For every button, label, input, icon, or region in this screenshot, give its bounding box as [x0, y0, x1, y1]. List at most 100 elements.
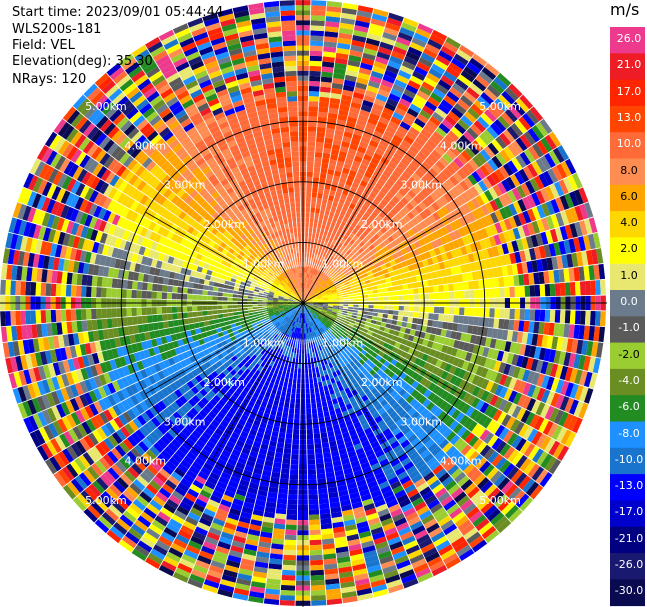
ppi-gate-cell	[361, 243, 369, 251]
ppi-gate-cell	[453, 229, 462, 240]
ppi-gate-cell	[180, 459, 192, 470]
ppi-gate-cell	[435, 539, 451, 552]
ppi-gate-cell	[142, 422, 154, 435]
ppi-gate-cell	[487, 105, 501, 119]
ppi-gate-cell	[407, 516, 422, 527]
ppi-gate-cell	[148, 523, 164, 536]
ppi-gate-cell	[334, 266, 340, 272]
ppi-gate-cell	[403, 135, 415, 145]
ppi-gate-cell	[341, 591, 358, 599]
ppi-gate-cell	[514, 472, 528, 487]
ppi-gate-cell	[519, 440, 532, 455]
ppi-gate-cell	[347, 487, 359, 495]
ppi-gate-cell	[246, 533, 260, 542]
ppi-gate-cell	[377, 288, 384, 294]
ppi-gate-cell	[540, 389, 551, 404]
ppi-gate-cell	[431, 177, 442, 189]
ppi-gate-cell	[411, 455, 423, 466]
ppi-gate-cell	[311, 408, 318, 414]
ppi-gate-cell	[489, 199, 499, 212]
ppi-gate-cell	[304, 323, 307, 329]
ppi-gate-cell	[306, 151, 315, 157]
ppi-gate-cell	[304, 307, 308, 313]
ppi-gate-cell	[312, 222, 318, 229]
ppi-gate-cell	[250, 319, 257, 325]
ppi-gate-cell	[579, 203, 589, 220]
ppi-gate-cell	[127, 527, 143, 541]
ppi-gate-cell	[518, 475, 532, 490]
ppi-gate-cell	[312, 227, 317, 234]
ppi-gate-cell	[303, 328, 306, 334]
ppi-gate-cell	[198, 435, 209, 445]
ppi-gate-cell	[454, 515, 469, 528]
ppi-gate-cell	[254, 561, 269, 569]
ppi-gate-cell	[255, 318, 261, 323]
ppi-gate-cell	[497, 94, 512, 109]
ppi-gate-cell	[160, 506, 174, 519]
ppi-gate-cell	[172, 355, 180, 364]
ppi-gate-cell	[306, 295, 311, 300]
ppi-gate-cell	[431, 29, 448, 42]
ppi-gate-cell	[309, 55, 323, 62]
ppi-gate-cell	[318, 422, 326, 429]
ppi-gate-cell	[316, 284, 322, 290]
ppi-gate-cell	[311, 331, 315, 337]
ppi-gate-cell	[191, 429, 202, 440]
ppi-gate-cell	[489, 394, 499, 407]
ppi-gate-cell	[103, 409, 114, 422]
ppi-gate-cell	[425, 272, 433, 280]
ppi-gate-cell	[266, 573, 282, 580]
ppi-gate-cell	[395, 74, 410, 85]
ppi-gate-cell	[398, 209, 407, 218]
ppi-gate-cell	[328, 159, 338, 166]
ppi-gate-cell	[359, 163, 369, 171]
ppi-gate-cell	[279, 309, 285, 313]
ppi-gate-cell	[516, 238, 524, 252]
ppi-gate-cell	[281, 313, 287, 318]
ppi-gate-cell	[345, 249, 352, 256]
ppi-gate-cell	[536, 218, 546, 233]
ppi-gate-cell	[581, 339, 589, 356]
ppi-gate-cell	[310, 15, 326, 22]
ppi-gate-cell	[306, 171, 314, 178]
ppi-gate-cell	[125, 374, 135, 386]
ppi-gate-cell	[372, 467, 384, 476]
ppi-gate-cell	[370, 135, 382, 144]
ppi-gate-cell	[407, 433, 418, 444]
ppi-gate-cell	[448, 507, 463, 520]
ppi-gate-cell	[264, 588, 281, 595]
ppi-gate-cell	[233, 444, 244, 453]
ppi-gate-cell	[198, 422, 208, 432]
ppi-gate-cell	[338, 177, 347, 184]
ppi-gate-cell	[112, 404, 123, 417]
ppi-gate-cell	[332, 294, 338, 298]
ppi-gate-cell	[562, 413, 574, 430]
ppi-gate-cell	[270, 435, 279, 442]
ppi-gate-cell	[544, 456, 557, 472]
ppi-gate-cell	[313, 275, 318, 281]
ppi-gate-cell	[519, 94, 534, 110]
ppi-gate-cell	[481, 268, 489, 280]
ppi-gate-cell	[331, 343, 337, 349]
ppi-gate-cell	[538, 418, 550, 434]
ppi-gate-cell	[574, 310, 581, 325]
ppi-gate-cell	[343, 331, 349, 337]
ppi-gate-cell	[320, 291, 326, 295]
ppi-gate-cell	[452, 398, 463, 409]
ppi-gate-cell	[479, 307, 485, 318]
ppi-gate-cell	[307, 358, 311, 364]
ppi-gate-cell	[383, 69, 398, 80]
ppi-gate-cell	[297, 312, 300, 318]
ppi-gate-cell	[448, 419, 460, 431]
ppi-gate-cell	[213, 550, 229, 560]
ppi-gate-cell	[531, 206, 541, 221]
ppi-gate-cell	[98, 411, 110, 425]
ppi-gate-cell	[305, 202, 311, 208]
ppi-gate-cell	[533, 175, 545, 190]
ppi-gate-cell	[240, 358, 248, 366]
ppi-gate-cell	[416, 90, 430, 101]
ppi-gate-cell	[307, 469, 317, 475]
ppi-gate-cell	[271, 430, 280, 438]
ppi-gate-cell	[487, 434, 499, 448]
ppi-gate-cell	[235, 439, 245, 448]
